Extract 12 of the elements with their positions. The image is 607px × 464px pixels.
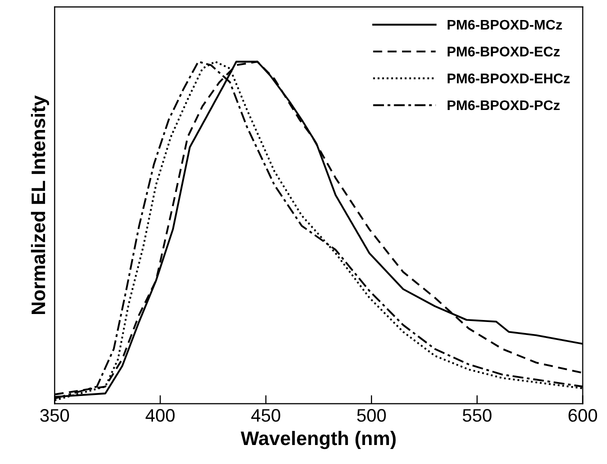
legend-label: PM6-BPOXD-PCz	[448, 100, 560, 110]
x-tick-label: 400	[146, 409, 175, 422]
x-tick-label: 600	[568, 409, 598, 422]
x-tick-label: 350	[40, 409, 69, 422]
legend-label: PM6-BPOXD-MCz	[448, 20, 562, 30]
x-tick-label: 550	[462, 409, 492, 422]
legend-label: PM6-BPOXD-ECz	[448, 46, 560, 56]
x-axis-title: Wavelength (nm)	[240, 430, 396, 450]
y-axis-title: Normalized EL Intensity	[30, 95, 50, 314]
x-tick-label: 450	[251, 409, 280, 422]
legend-label: PM6-BPOXD-EHCz	[448, 74, 570, 84]
x-tick-label: 500	[357, 409, 386, 422]
